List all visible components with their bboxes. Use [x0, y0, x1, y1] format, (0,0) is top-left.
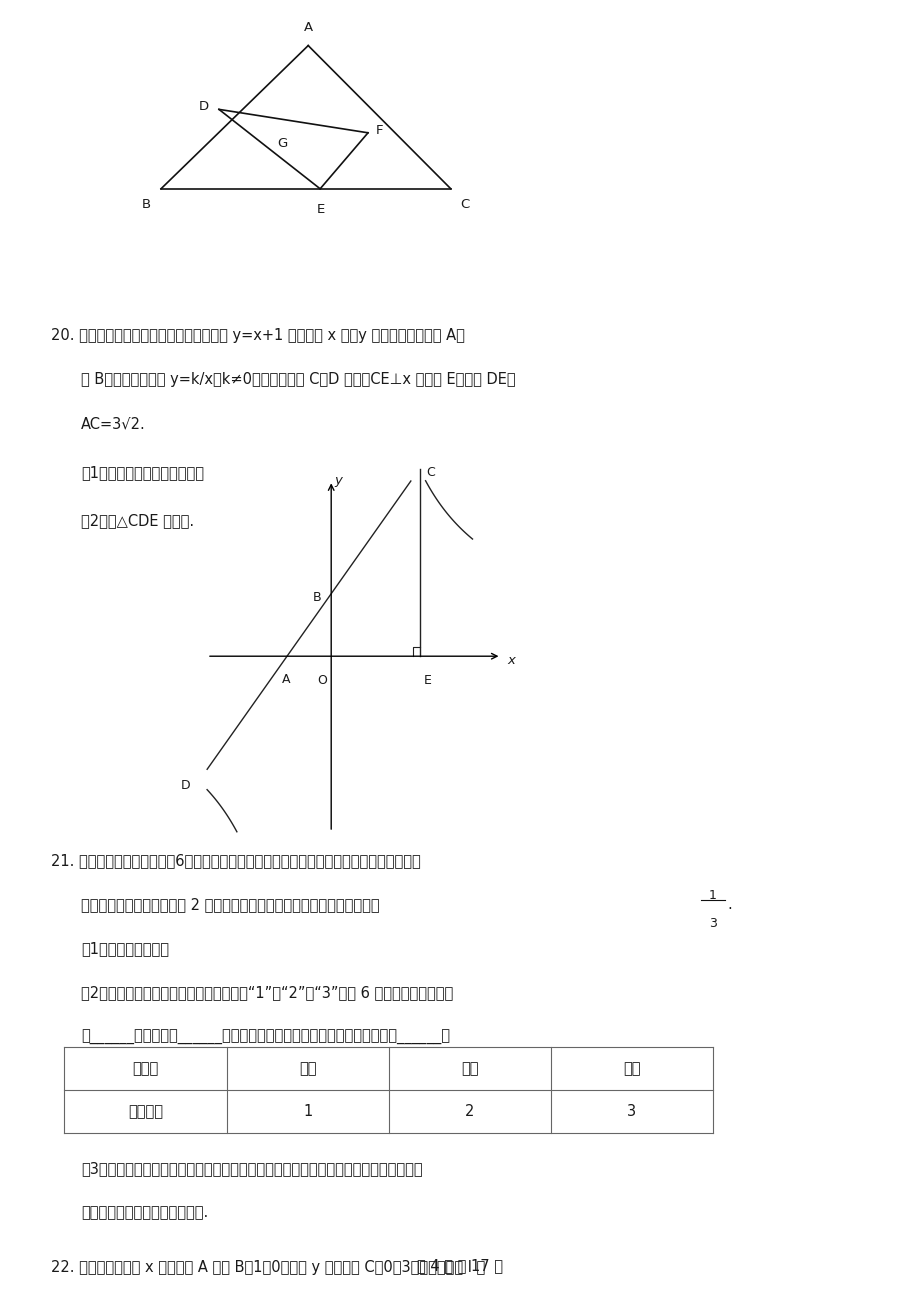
- Text: （1）求反比例函数的解析式；: （1）求反比例函数的解析式；: [81, 465, 204, 480]
- Text: G: G: [278, 137, 288, 150]
- Text: E: E: [424, 674, 432, 687]
- Text: 白球: 白球: [622, 1061, 640, 1075]
- Text: B: B: [312, 591, 321, 604]
- Text: 3: 3: [709, 917, 716, 930]
- Text: （3）从口袋中随机取出一个球不放回，之后又随机取出一个球，用列表法或画树状图的: （3）从口袋中随机取出一个球不放回，之后又随机取出一个球，用列表法或画树状图的: [81, 1161, 422, 1177]
- Text: E: E: [317, 203, 324, 216]
- Text: F: F: [375, 124, 382, 137]
- Text: 红球: 红球: [299, 1061, 316, 1075]
- Text: 标注数字: 标注数字: [128, 1104, 163, 1118]
- Text: y: y: [334, 474, 342, 487]
- Text: 是______；中位数是______；取走一个红球后，剩下球上数字的中位数是______；: 是______；中位数是______；取走一个红球后，剩下球上数字的中位数是__…: [81, 1030, 449, 1046]
- Text: B: B: [142, 198, 151, 211]
- Text: O: O: [317, 674, 327, 687]
- Text: 21. 一个不透明的口袋中放有6个涂有红、黑、白三种颜色的小球（除颜色外其余都相同），: 21. 一个不透明的口袋中放有6个涂有红、黑、白三种颜色的小球（除颜色外其余都相…: [51, 853, 420, 868]
- Text: 2: 2: [465, 1104, 474, 1118]
- Text: 黑球: 黑球: [460, 1061, 478, 1075]
- Text: 其中红球个数比黑球个数多 2 个，从口袋中随机取出一个球是白球的概率为: 其中红球个数比黑球个数多 2 个，从口袋中随机取出一个球是白球的概率为: [81, 897, 380, 913]
- Text: 22. 如图，抛物线与 x 轴交于点 A 和点 B（1，0），与 y 轴交于点 C（0，3），其对称轴 l 为: 22. 如图，抛物线与 x 轴交于点 A 和点 B（1，0），与 y 轴交于点 …: [51, 1260, 484, 1276]
- Text: 点 B，与反比例函数 y=k/x（k≠0）的图象交于 C，D 两点，CE⊥x 轴于点 E，连接 DE，: 点 B，与反比例函数 y=k/x（k≠0）的图象交于 C，D 两点，CE⊥x 轴…: [81, 372, 515, 388]
- Text: A: A: [303, 21, 312, 34]
- Text: （2）如下表，不同颜色小球分别标上数字“1”、“2”、“3”，则 6 个球上面数字的众数: （2）如下表，不同颜色小球分别标上数字“1”、“2”、“3”，则 6 个球上面数…: [81, 986, 453, 1001]
- Text: D: D: [180, 779, 189, 792]
- Text: 3: 3: [627, 1104, 636, 1118]
- Text: 第 4 页 共 17 页: 第 4 页 共 17 页: [416, 1258, 503, 1273]
- Text: D: D: [199, 100, 209, 113]
- Text: 方法，求两次都取出红球的概率.: 方法，求两次都取出红球的概率.: [81, 1206, 208, 1221]
- Text: （1）求红球的个数；: （1）求红球的个数；: [81, 941, 169, 957]
- Text: x: x: [507, 654, 516, 667]
- Text: C: C: [425, 466, 435, 479]
- Text: 1: 1: [709, 889, 716, 902]
- Text: （2）求△CDE 的面积.: （2）求△CDE 的面积.: [81, 513, 194, 529]
- Text: 20. 如图，在平面直角坐标系中，一次函数 y=x+1 的图象与 x 轴，y 轴的交点分别为点 A，: 20. 如图，在平面直角坐标系中，一次函数 y=x+1 的图象与 x 轴，y 轴…: [51, 328, 464, 344]
- Text: 1: 1: [302, 1104, 312, 1118]
- Text: C: C: [460, 198, 469, 211]
- Text: AC=3√2.: AC=3√2.: [81, 417, 145, 432]
- Text: 球种类: 球种类: [132, 1061, 158, 1075]
- Text: A: A: [281, 673, 289, 686]
- Text: .: .: [727, 897, 732, 913]
